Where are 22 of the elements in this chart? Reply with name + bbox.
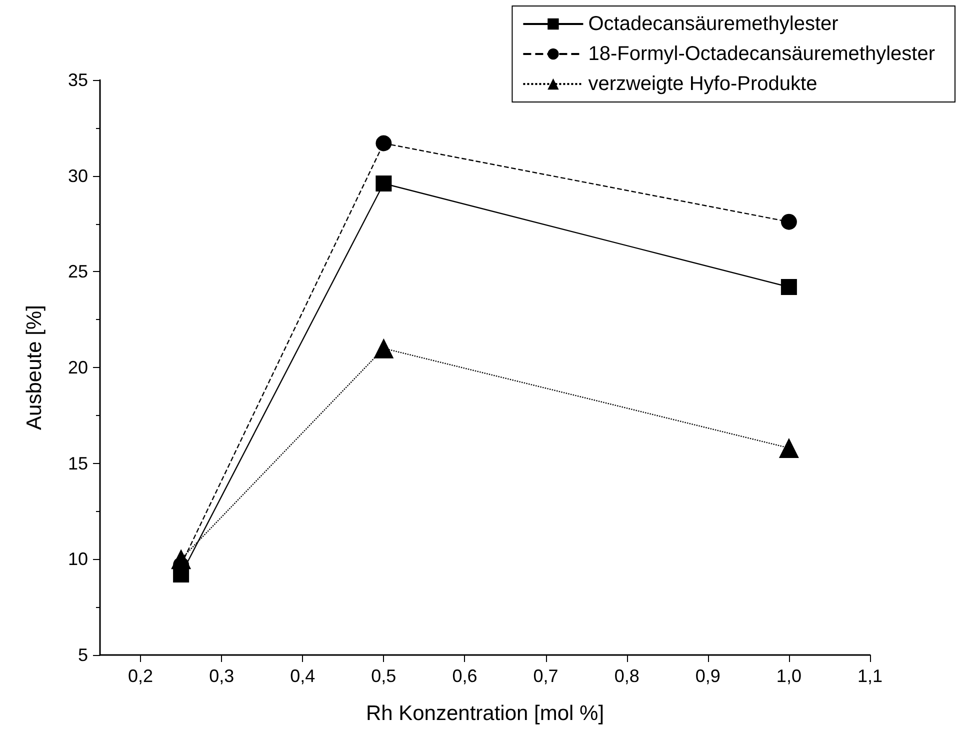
x-tick-label: 0,7 [533, 666, 558, 686]
legend-label: 18-Formyl-Octadecansäuremethylester [588, 43, 936, 65]
x-axis-title: Rh Konzentration [mol %] [366, 702, 604, 725]
y-tick-label: 35 [68, 70, 88, 90]
y-tick-label: 25 [68, 262, 88, 282]
x-tick-label: 1,0 [776, 666, 802, 686]
x-tick-label: 0,2 [128, 666, 154, 686]
x-tick-label: 1,1 [857, 666, 883, 686]
y-tick-label: 20 [68, 358, 88, 378]
x-tick-label: 0,8 [614, 666, 640, 686]
y-axis-title: Ausbeute [%] [23, 305, 46, 430]
x-tick-label: 0,6 [452, 666, 478, 686]
y-tick-label: 5 [78, 645, 88, 665]
x-tick-label: 0,9 [695, 666, 720, 686]
x-tick-label: 0,4 [290, 666, 316, 686]
y-tick-label: 15 [68, 453, 88, 474]
y-tick-label: 10 [68, 549, 88, 570]
legend-label: Octadecansäuremethylester [588, 13, 839, 35]
y-tick-label: 30 [68, 166, 88, 186]
legend-label: verzweigte Hyfo-Produkte [588, 73, 818, 95]
x-tick-label: 0,5 [371, 666, 396, 686]
x-tick-label: 0,3 [209, 666, 234, 686]
